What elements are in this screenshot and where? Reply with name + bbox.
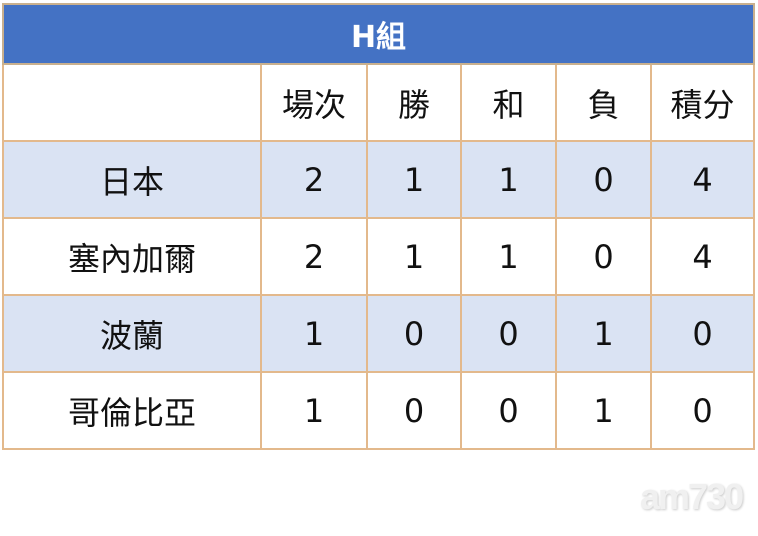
- lost: 1: [555, 371, 652, 450]
- won: 0: [366, 371, 462, 450]
- drawn: 1: [460, 140, 557, 219]
- lost: 0: [555, 140, 652, 219]
- points: 4: [650, 140, 755, 219]
- header-row: 場次 勝 和 負 積分: [2, 63, 755, 142]
- team-name: 波蘭: [2, 294, 262, 373]
- table-row: 塞內加爾 2 1 1 0 4: [2, 217, 755, 296]
- drawn: 1: [460, 217, 557, 296]
- group-title: H組: [2, 3, 755, 65]
- played: 2: [260, 217, 368, 296]
- title-row: H組: [2, 3, 755, 65]
- points: 0: [650, 371, 755, 450]
- header-drawn: 和: [460, 63, 557, 142]
- played: 1: [260, 371, 368, 450]
- points: 4: [650, 217, 755, 296]
- won: 1: [366, 217, 462, 296]
- played: 2: [260, 140, 368, 219]
- points: 0: [650, 294, 755, 373]
- header-played: 場次: [260, 63, 368, 142]
- team-name: 哥倫比亞: [2, 371, 262, 450]
- lost: 1: [555, 294, 652, 373]
- table-row: 哥倫比亞 1 0 0 1 0: [2, 371, 755, 450]
- played: 1: [260, 294, 368, 373]
- drawn: 0: [460, 371, 557, 450]
- header-won: 勝: [366, 63, 462, 142]
- won: 0: [366, 294, 462, 373]
- lost: 0: [555, 217, 652, 296]
- group-standings-table: H組 場次 勝 和 負 積分 日本 2 1 1 0 4 塞內加爾 2 1 1 0…: [2, 3, 755, 450]
- team-name: 塞內加爾: [2, 217, 262, 296]
- watermark-logo: am730: [640, 476, 744, 517]
- team-name: 日本: [2, 140, 262, 219]
- header-points: 積分: [650, 63, 755, 142]
- table-row: 日本 2 1 1 0 4: [2, 140, 755, 219]
- header-team: [2, 63, 262, 142]
- drawn: 0: [460, 294, 557, 373]
- won: 1: [366, 140, 462, 219]
- table-row: 波蘭 1 0 0 1 0: [2, 294, 755, 373]
- header-lost: 負: [555, 63, 652, 142]
